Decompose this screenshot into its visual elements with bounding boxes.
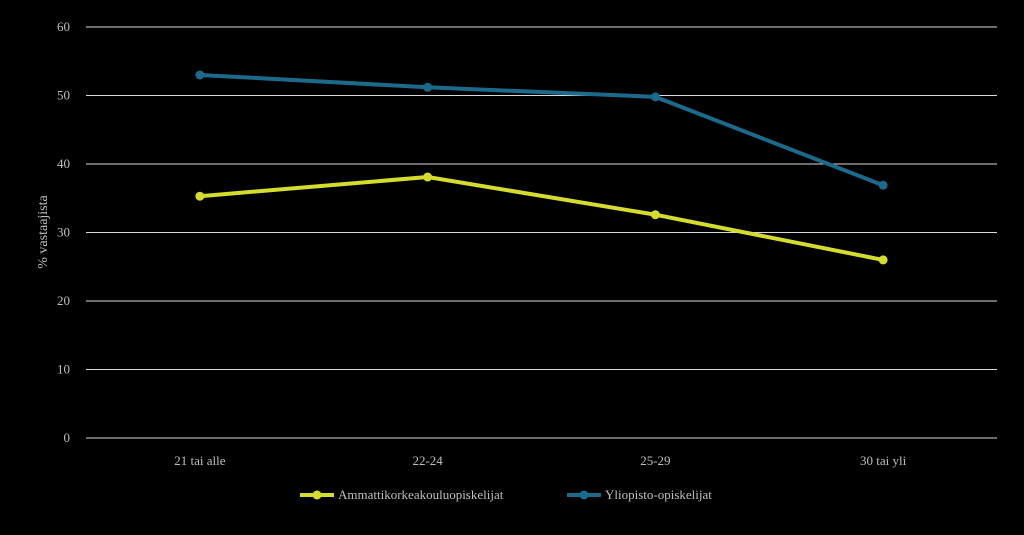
legend: Ammattikorkeakouluopiskelijat Yliopisto-o… [300, 487, 712, 502]
gridlines [86, 26, 997, 439]
y-tick-label: 0 [64, 430, 71, 445]
data-point [195, 191, 205, 201]
x-tick-label: 30 tai yli [860, 453, 907, 468]
data-point [878, 255, 888, 265]
data-point [650, 92, 660, 102]
y-tick-label: 30 [57, 225, 70, 240]
series-group [195, 70, 888, 265]
x-tick-label: 21 tai alle [174, 453, 225, 468]
x-tick-label: 25-29 [640, 453, 670, 468]
y-tick-label: 60 [57, 19, 70, 34]
y-axis-ticks: 0 10 20 30 40 50 60 [57, 19, 70, 445]
data-point [195, 70, 205, 80]
y-tick-label: 10 [57, 362, 70, 377]
legend-label: Yliopisto-opiskelijat [605, 487, 712, 502]
legend-label: Ammattikorkeakouluopiskelijat [338, 487, 504, 502]
y-axis-title: % vastaajista [36, 194, 51, 268]
data-point [650, 210, 660, 220]
y-tick-label: 20 [57, 293, 70, 308]
x-axis-ticks: 21 tai alle 22-24 25-29 30 tai yli [174, 453, 906, 468]
data-point [423, 82, 433, 92]
legend-swatch-marker [312, 490, 322, 500]
y-tick-label: 40 [57, 156, 70, 171]
legend-swatch-marker [579, 490, 589, 500]
x-tick-label: 22-24 [412, 453, 443, 468]
y-tick-label: 50 [57, 88, 70, 103]
series-line-1 [197, 72, 886, 188]
series-line-0 [197, 175, 886, 262]
data-point [878, 180, 888, 190]
data-point [423, 172, 433, 182]
